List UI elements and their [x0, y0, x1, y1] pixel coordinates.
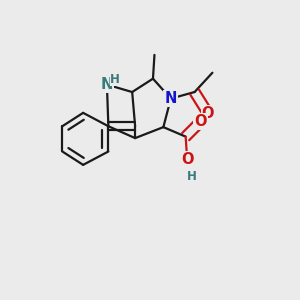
Text: H: H	[187, 170, 196, 183]
Text: H: H	[110, 73, 120, 86]
Text: O: O	[202, 106, 214, 121]
Text: O: O	[194, 114, 207, 129]
Text: N: N	[101, 77, 113, 92]
Text: N: N	[165, 91, 177, 106]
Text: O: O	[181, 152, 194, 167]
